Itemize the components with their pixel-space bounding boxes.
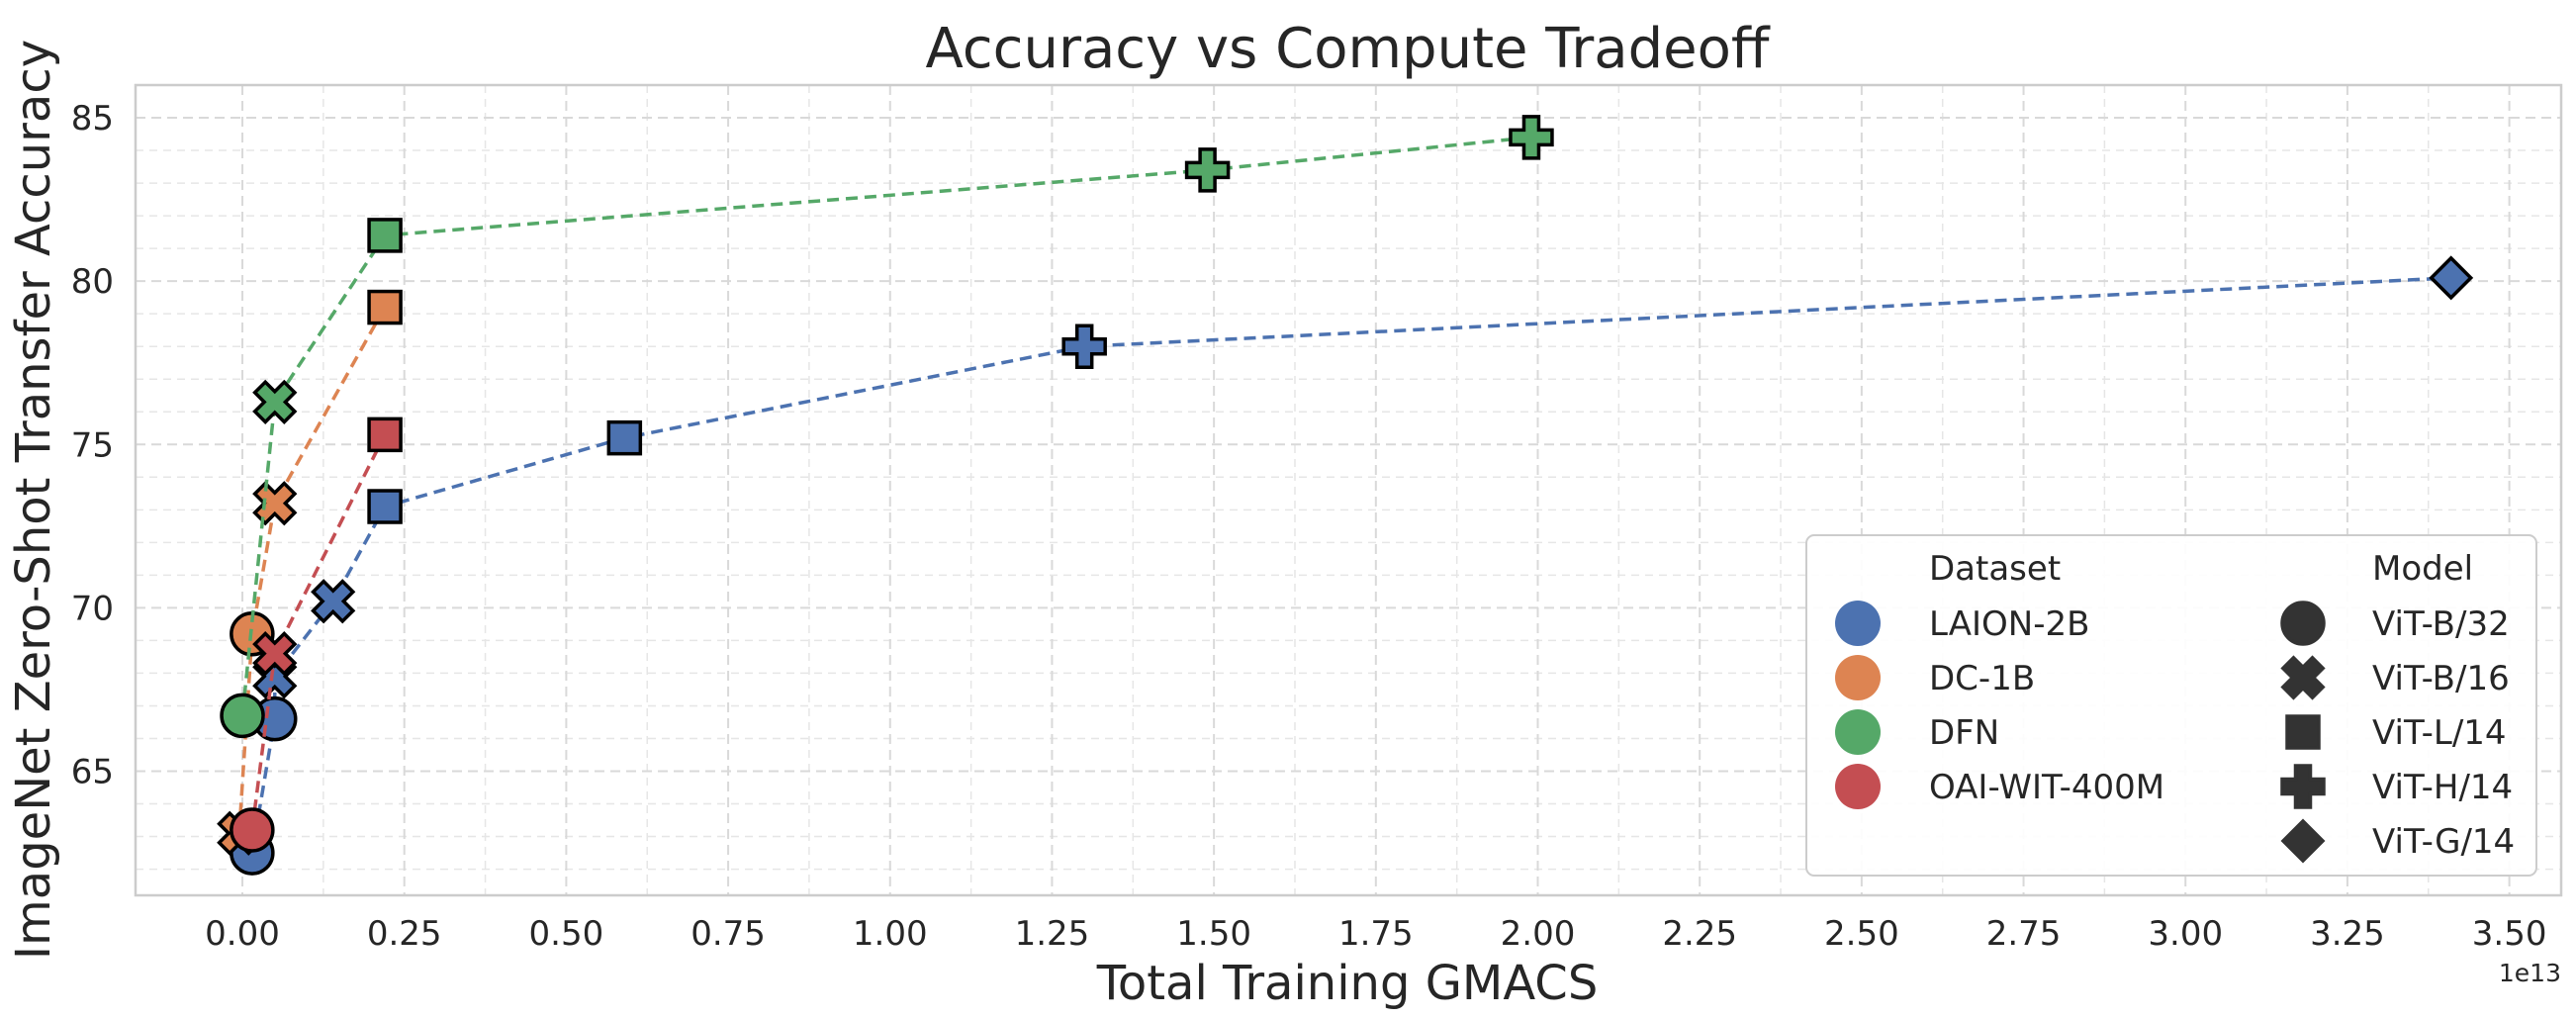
x-axis-multiplier: 1e13 [2499,959,2561,987]
data-point [367,417,403,453]
legend-label: ViT-B/16 [2372,659,2510,698]
x-tick-label: 1.50 [1176,914,1251,954]
x-tick-label: 0.25 [367,914,442,954]
data-point [367,218,403,253]
legend-label: DFN [1929,713,1999,753]
x-tick-label: 3.50 [2472,914,2547,954]
series-dfn [220,115,1554,739]
y-tick-label: 75 [71,425,114,465]
x-axis-label: Total Training GMACS [1096,956,1599,1011]
legend-label: LAION-2B [1929,604,2089,644]
legend-marker [2280,764,2326,809]
legend-label: ViT-L/14 [2372,713,2507,753]
plot-background-layer [134,83,2563,897]
x-tick-label: 3.25 [2310,914,2385,954]
x-tick-label: 2.25 [1662,914,1737,954]
chart-title: Accuracy vs Compute Tradeoff [926,17,1771,81]
legend-marker [2280,601,2326,646]
x-tick-label: 2.50 [1824,914,1899,954]
data-point [367,289,403,325]
legend-label: DC-1B [1929,659,2035,698]
legend-marker [2280,818,2326,864]
legend: Dataset Model LAION-2B DC-1B DFN OAI-WIT-400M… [1805,534,2537,877]
data-point [230,807,275,853]
data-point [252,630,298,677]
legend-marker [2280,655,2326,700]
x-tick-label: 1.75 [1338,914,1414,954]
y-tick-label: 85 [71,99,114,139]
data-point [606,419,643,456]
data-point [311,579,356,624]
legend-swatch [1835,601,1881,646]
plot-frame [134,83,2563,897]
x-tick-label: 2.00 [1501,914,1576,954]
legend-swatch [1835,709,1881,755]
x-tick-label: 0.50 [529,914,604,954]
legend-marker [2285,714,2321,750]
legend-label: ViT-B/32 [2372,604,2510,644]
data-point [220,693,265,739]
legend-label: ViT-H/14 [2372,768,2513,807]
data-point [1184,147,1231,193]
legend-model-title: Model [2372,549,2473,589]
data-point [1061,324,1107,369]
y-tick-label: 70 [71,589,114,628]
series-oai-wit-400m [230,417,403,853]
y-tick-label: 65 [71,753,114,792]
x-tick-label: 0.75 [690,914,766,954]
data-point [2429,255,2474,301]
data-point [252,379,298,424]
x-tick-label: 0.00 [205,914,280,954]
y-axis-label: ImageNet Zero-Shot Transfer Accuracy [6,40,61,960]
y-tick-label: 80 [71,262,114,302]
legend-label: ViT-G/14 [2372,822,2515,862]
x-tick-label: 1.00 [853,914,928,954]
legend-box [1805,534,2537,877]
legend-swatch [1835,655,1881,700]
legend-label: OAI-WIT-400M [1929,768,2164,807]
data-point [1509,115,1554,160]
legend-swatch [1835,764,1881,809]
x-tick-label: 2.75 [1986,914,2062,954]
data-point [367,489,403,524]
legend-dataset-title: Dataset [1929,549,2061,589]
x-tick-label: 1.25 [1015,914,1090,954]
x-tick-label: 3.00 [2148,914,2223,954]
